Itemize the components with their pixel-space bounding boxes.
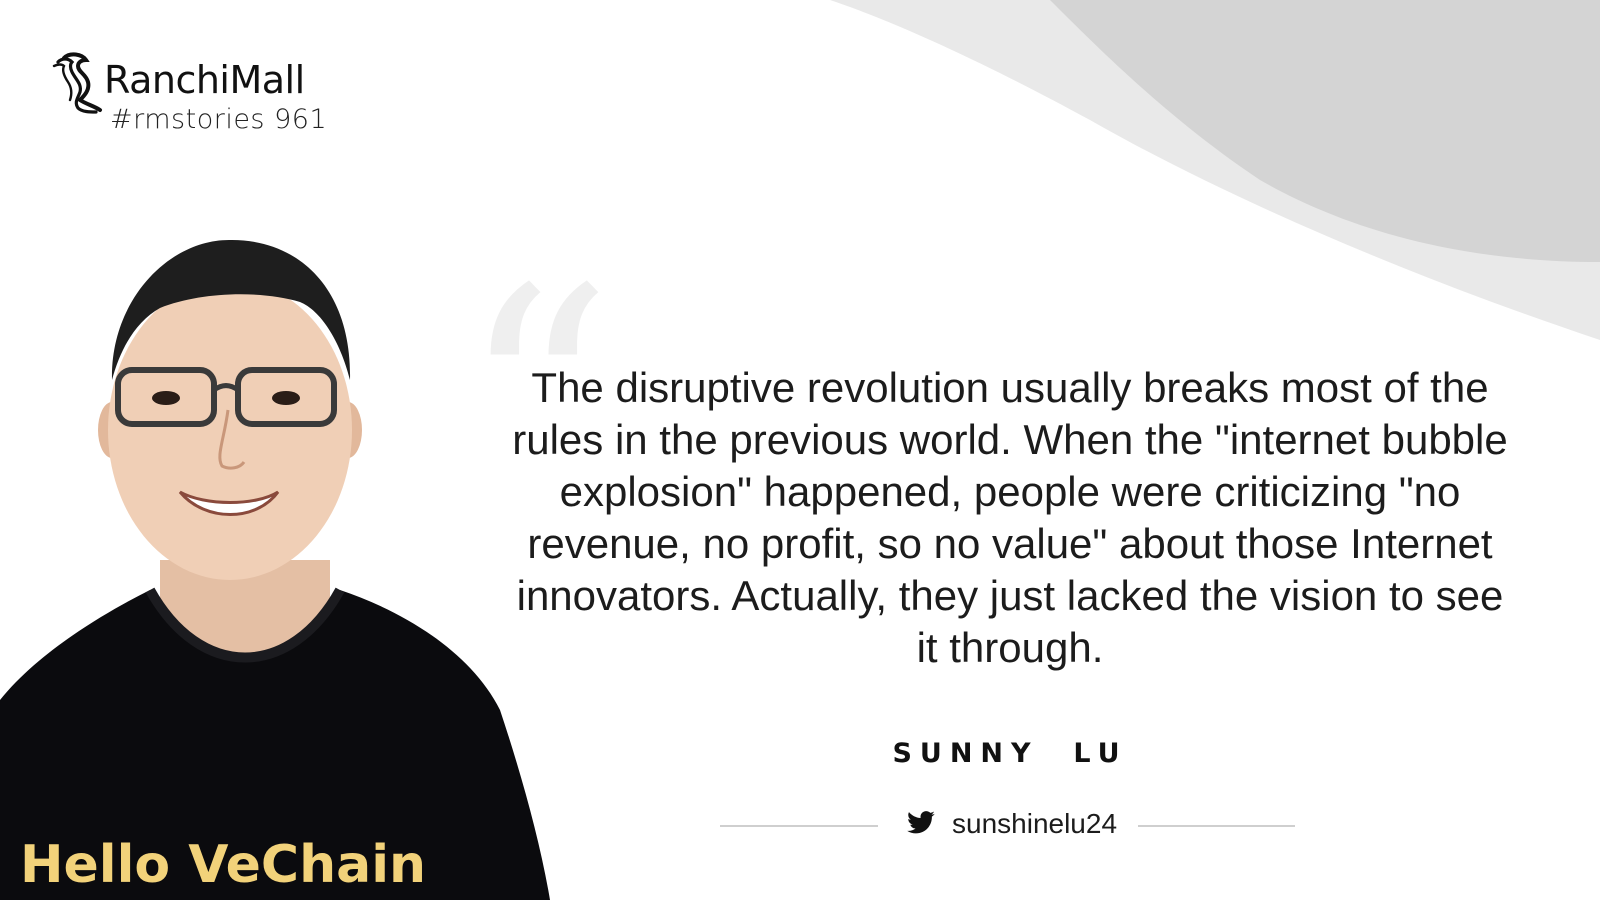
seahorse-logo-icon xyxy=(52,52,102,114)
brand-block: RanchiMall #rmstories 961 xyxy=(52,50,372,150)
brand-name: RanchiMall xyxy=(104,58,305,102)
divider-left xyxy=(720,825,878,827)
quote-text: The disruptive revolution usually breaks… xyxy=(512,364,1508,671)
brand-tag: #rmstories 961 xyxy=(110,104,328,135)
twitter-handle-row: sunshinelu24 xyxy=(720,804,1295,844)
shirt-text: Hello VeChain xyxy=(20,835,426,895)
author-name: SUNNY LU xyxy=(892,738,1128,769)
open-quote-icon: “ xyxy=(460,225,614,574)
divider-right xyxy=(1138,825,1295,827)
twitter-handle[interactable]: sunshinelu24 xyxy=(952,808,1118,839)
twitter-bird-icon xyxy=(907,811,935,834)
speaker-portrait: Hello VeChain xyxy=(0,239,550,900)
